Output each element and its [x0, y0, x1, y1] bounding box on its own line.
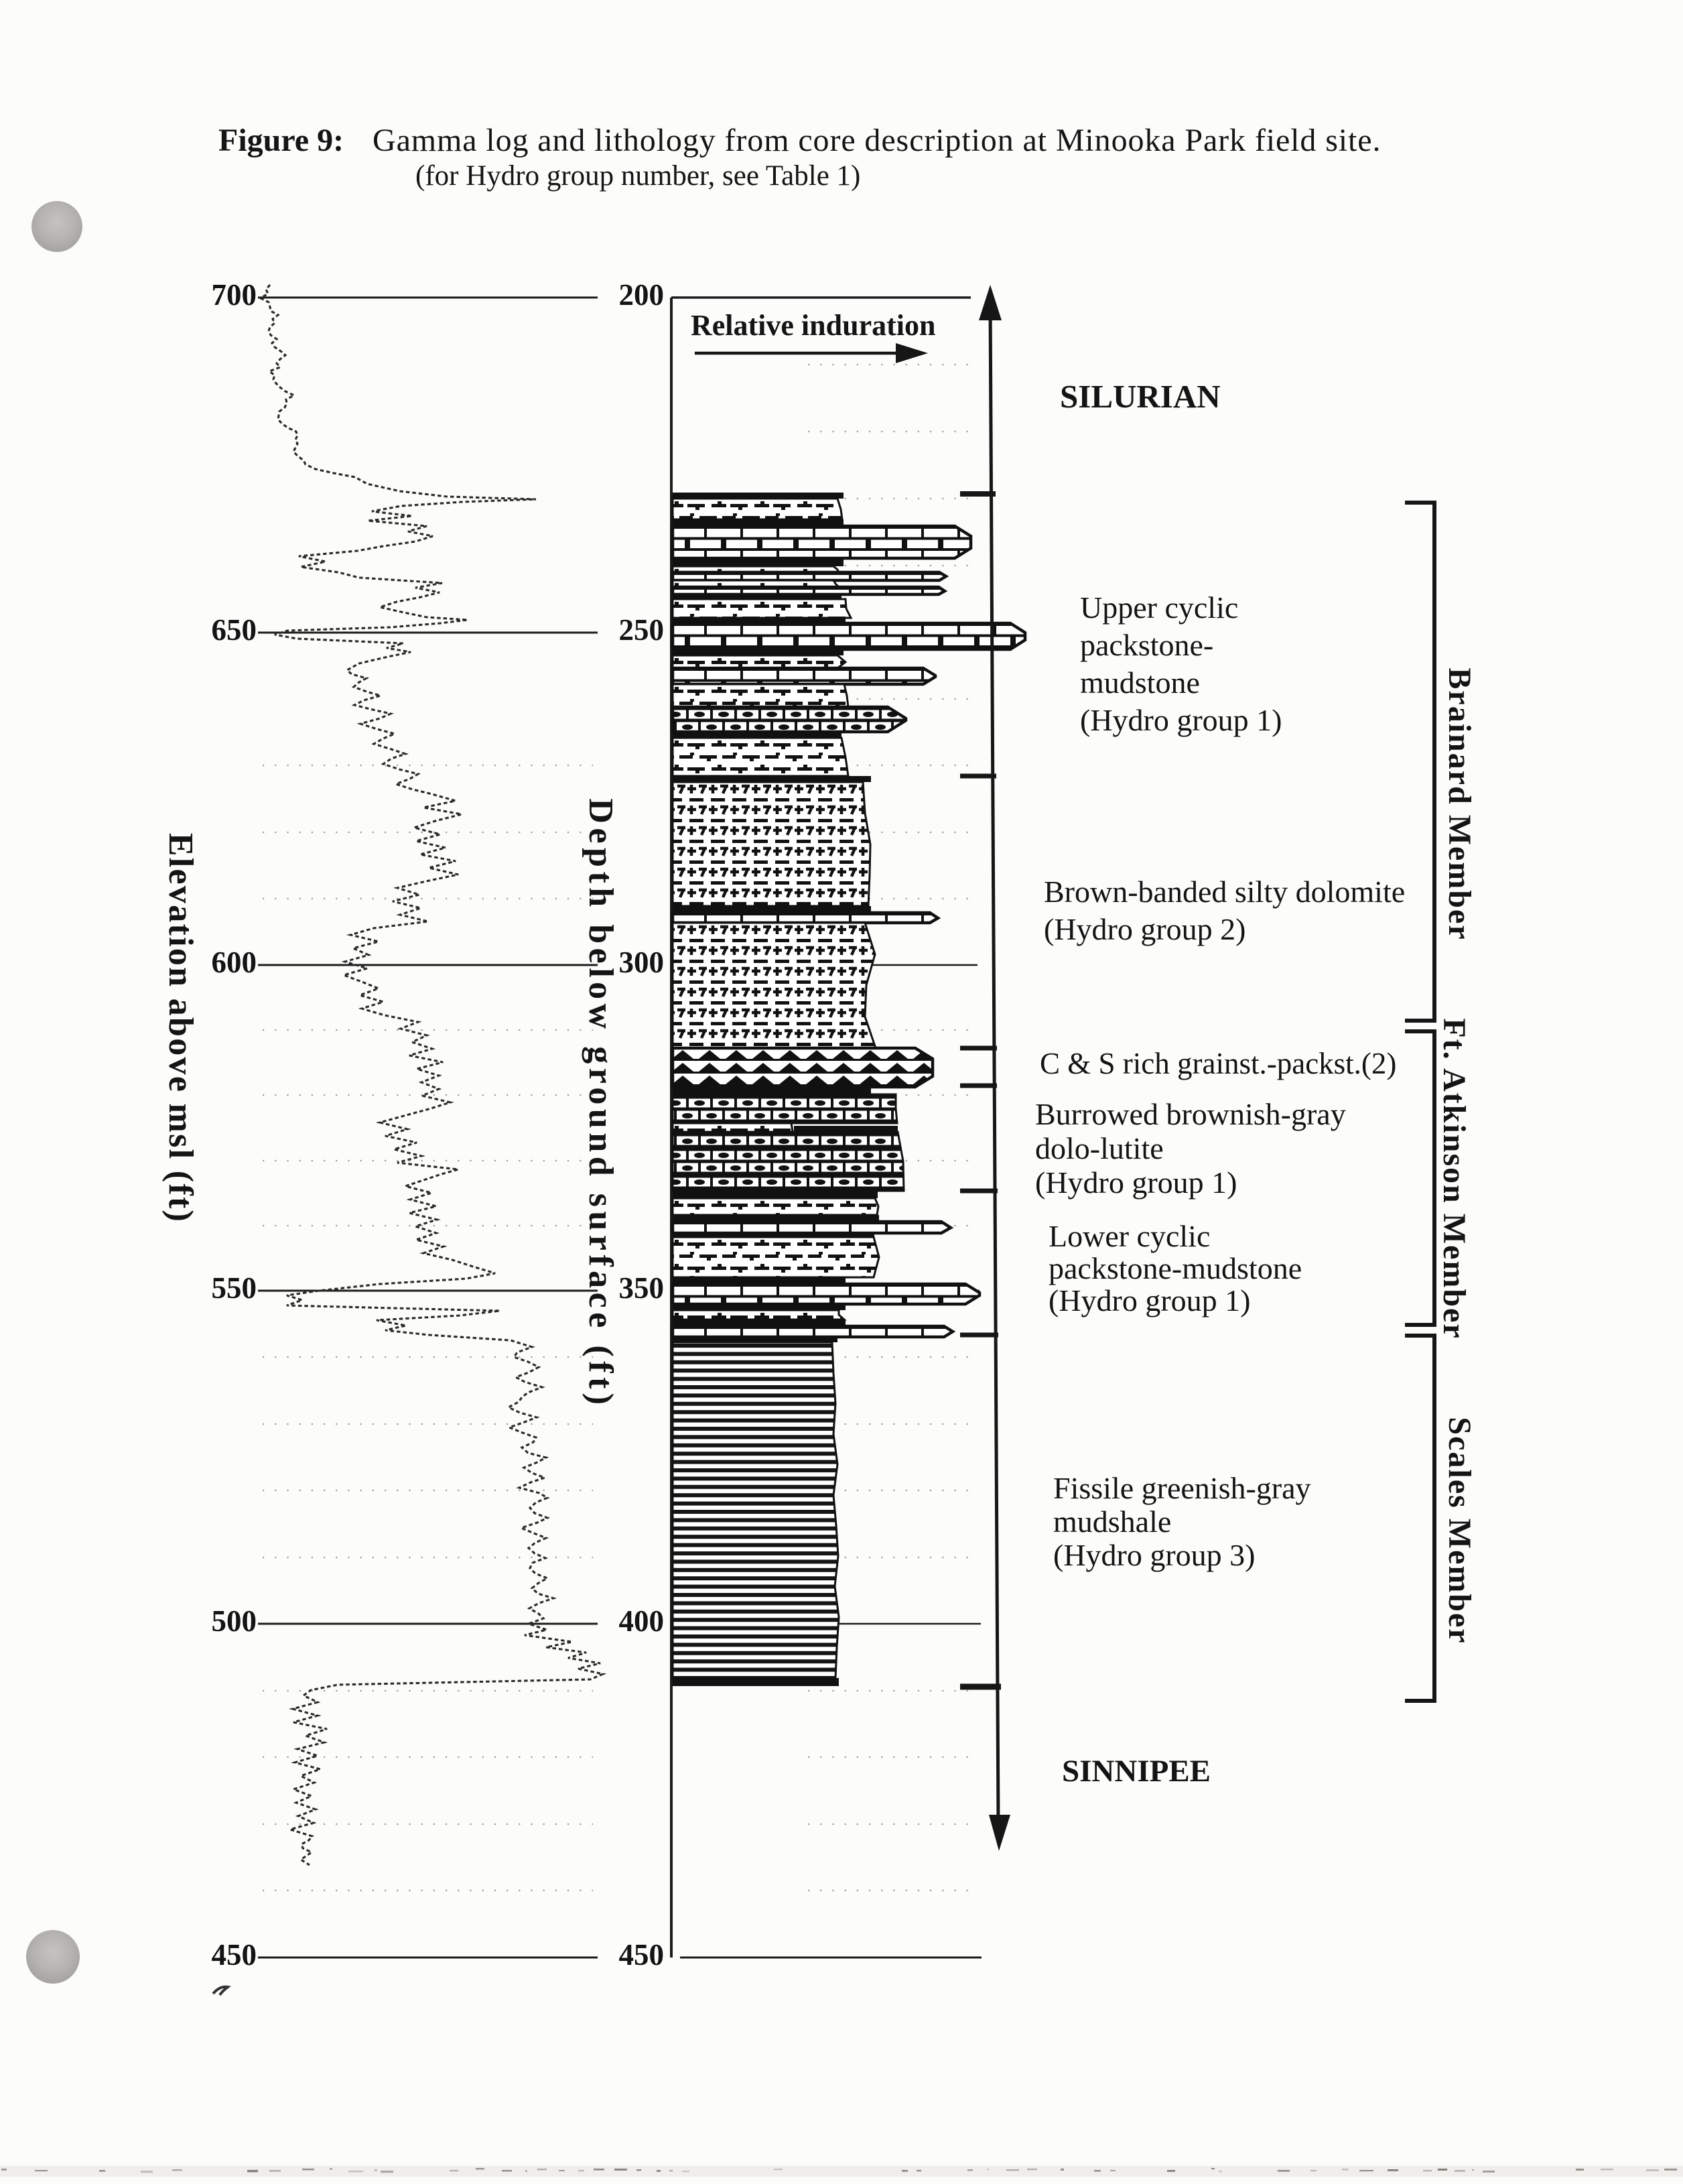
svg-text:packstone-: packstone- [1080, 628, 1213, 662]
svg-text:Scales Member: Scales Member [1442, 1417, 1477, 1644]
svg-text:(Hydro group 3): (Hydro group 3) [1053, 1538, 1256, 1572]
svg-text:Fissile greenish-gray: Fissile greenish-gray [1053, 1471, 1311, 1505]
svg-text:450: 450 [619, 1938, 665, 1972]
svg-text:SINNIPEE: SINNIPEE [1062, 1754, 1211, 1789]
svg-text:350: 350 [619, 1271, 665, 1305]
svg-text:Brown-banded silty dolomite: Brown-banded silty dolomite [1044, 875, 1405, 909]
svg-text:(Hydro group 1): (Hydro group 1) [1035, 1165, 1237, 1200]
svg-text:packstone-mudstone: packstone-mudstone [1049, 1251, 1302, 1285]
svg-text:600: 600 [212, 946, 257, 979]
svg-text:dolo-lutite: dolo-lutite [1035, 1131, 1164, 1165]
svg-text:(Hydro group 1): (Hydro group 1) [1080, 703, 1282, 737]
svg-text:Burrowed brownish-gray: Burrowed brownish-gray [1035, 1097, 1346, 1131]
svg-text:Brainard Member: Brainard Member [1442, 667, 1477, 940]
svg-text:500: 500 [212, 1604, 257, 1638]
svg-text:650: 650 [212, 613, 257, 647]
svg-text:700: 700 [212, 278, 257, 312]
svg-text:(Hydro group 1): (Hydro group 1) [1049, 1283, 1251, 1318]
svg-text:mudstone: mudstone [1080, 665, 1200, 700]
svg-text:Upper cyclic: Upper cyclic [1080, 590, 1238, 625]
svg-text:450: 450 [212, 1938, 257, 1972]
svg-text:250: 250 [619, 613, 665, 647]
svg-text:200: 200 [619, 278, 665, 312]
svg-text:(for Hydro group number, see T: (for Hydro group number, see Table 1) [415, 160, 860, 192]
svg-text:Ft. Atkinson Member: Ft. Atkinson Member [1436, 1018, 1472, 1339]
svg-text:C & S rich grainst.-packst.(2): C & S rich grainst.-packst.(2) [1040, 1047, 1396, 1080]
svg-text:Depth below ground surface (ft: Depth below ground surface (ft) [582, 798, 620, 1409]
svg-text:550: 550 [212, 1271, 257, 1305]
svg-text:Elevation above msl (ft): Elevation above msl (ft) [161, 833, 200, 1223]
svg-text:Gamma log and lithology from c: Gamma log and lithology from core descri… [373, 123, 1381, 158]
svg-text:mudshale: mudshale [1053, 1504, 1171, 1539]
svg-text:(Hydro group 2): (Hydro group 2) [1044, 912, 1246, 946]
svg-text:300: 300 [619, 946, 665, 979]
svg-text:Figure 9:: Figure 9: [218, 123, 344, 158]
svg-text:Relative induration: Relative induration [691, 309, 935, 342]
svg-text:SILURIAN: SILURIAN [1060, 378, 1221, 415]
svg-text:Lower cyclic: Lower cyclic [1049, 1219, 1210, 1253]
svg-text:400: 400 [619, 1604, 665, 1638]
